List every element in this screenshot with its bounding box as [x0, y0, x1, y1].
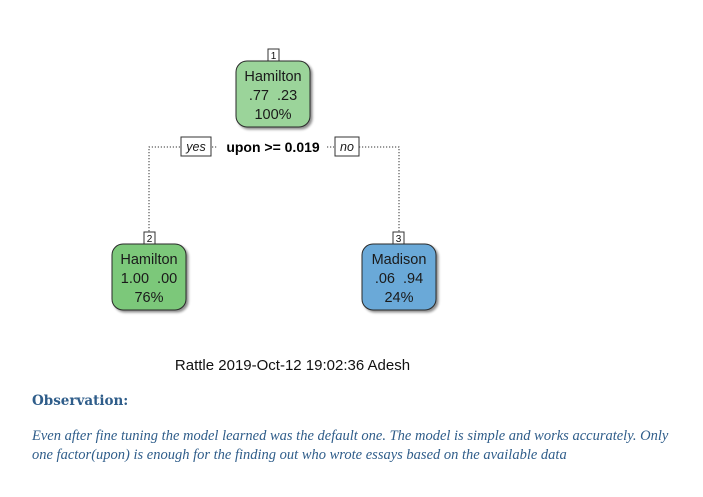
node-3: 3 Madison .06 .94 24%: [361, 231, 437, 311]
edge-left: [148, 146, 180, 253]
rattle-caption: Rattle 2019-Oct-12 19:02:36 Adesh: [174, 357, 411, 374]
yes-label: yes: [185, 140, 205, 154]
yes-label-box: [180, 136, 212, 157]
node-1-class: Hamilton: [244, 69, 301, 85]
observation-text: Even after fine tuning the model learned…: [32, 428, 669, 463]
node-2-probs: 1.00 .00: [121, 271, 177, 287]
decision-tree: yes upon >= 0.019 no 1 Hamilton .77 .23 …: [111, 48, 437, 311]
node-3-percent: 24%: [384, 290, 413, 306]
edge-right: [359, 146, 400, 232]
node-3-box: [361, 243, 437, 311]
node-2-box: [111, 243, 187, 311]
no-label: no: [340, 140, 354, 154]
node-1-id: 1: [271, 51, 277, 62]
node-1-box: [235, 60, 311, 128]
node-3-class: Madison: [372, 252, 427, 268]
node-3-id: 3: [396, 234, 402, 245]
node-2: 2 Hamilton 1.00 .00 76%: [111, 231, 187, 311]
no-label-box: [334, 136, 360, 157]
node-3-probs: .06 .94: [375, 271, 423, 287]
node-2-percent: 76%: [134, 290, 163, 306]
node-2-id: 2: [147, 234, 153, 245]
split-rule: upon >= 0.019: [226, 139, 320, 155]
node-1-percent: 100%: [254, 107, 291, 123]
node-1-probs: .77 .23: [249, 88, 297, 104]
observation-title: Observation:: [32, 393, 129, 409]
node-1: 1 Hamilton .77 .23 100%: [235, 48, 311, 128]
node-2-class: Hamilton: [120, 252, 177, 268]
